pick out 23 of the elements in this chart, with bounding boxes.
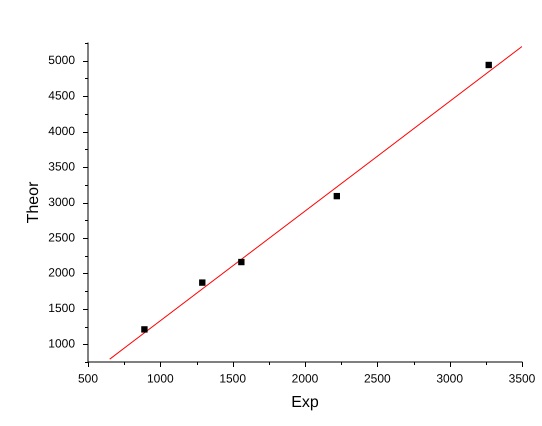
point [486, 62, 492, 68]
y-tick-label: 4000 [48, 124, 76, 138]
y-tick-label: 5000 [48, 53, 76, 68]
y-tick-label: 1500 [48, 301, 76, 316]
y-tick-label: 2000 [48, 266, 76, 280]
y-tick-label: 4500 [48, 88, 76, 102]
x-tick-label: 1500 [219, 372, 246, 386]
y-axis-title: Theor [25, 180, 42, 224]
y-tick-label: 3000 [48, 194, 76, 209]
x-tick-label: 2500 [364, 372, 392, 386]
y-tick-label: 3500 [48, 159, 76, 174]
point [334, 192, 340, 200]
point [141, 326, 148, 333]
y-tick-label: 2500 [48, 230, 76, 244]
x-axis-title: Exp [291, 394, 319, 411]
x-tick-label: 1000 [146, 372, 174, 386]
x-tick-label: 500 [78, 372, 98, 386]
x-tick-label: 2000 [292, 372, 319, 386]
point [238, 258, 245, 266]
x-tick-label: 3000 [436, 372, 464, 386]
x-tick-label: 3500 [508, 372, 536, 386]
point [199, 279, 206, 286]
y-tick-label: 1000 [48, 336, 76, 351]
